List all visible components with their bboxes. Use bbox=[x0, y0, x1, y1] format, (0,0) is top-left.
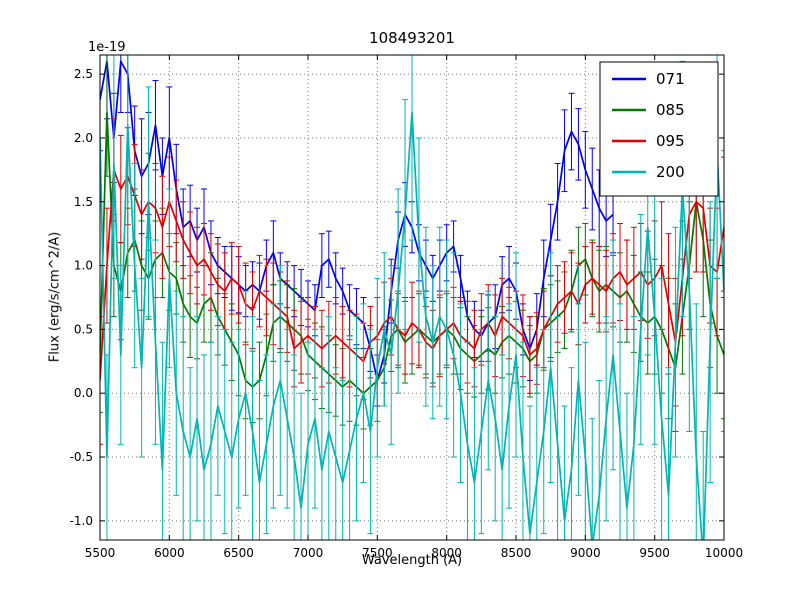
y-axis-label: Flux (erg/s/cm^2/A) bbox=[47, 231, 63, 363]
x-axis-label: Wavelength (A) bbox=[361, 553, 463, 568]
y-axis-offset-label: 1e-19 bbox=[88, 40, 126, 55]
chart-title: 108493201 bbox=[369, 29, 455, 47]
